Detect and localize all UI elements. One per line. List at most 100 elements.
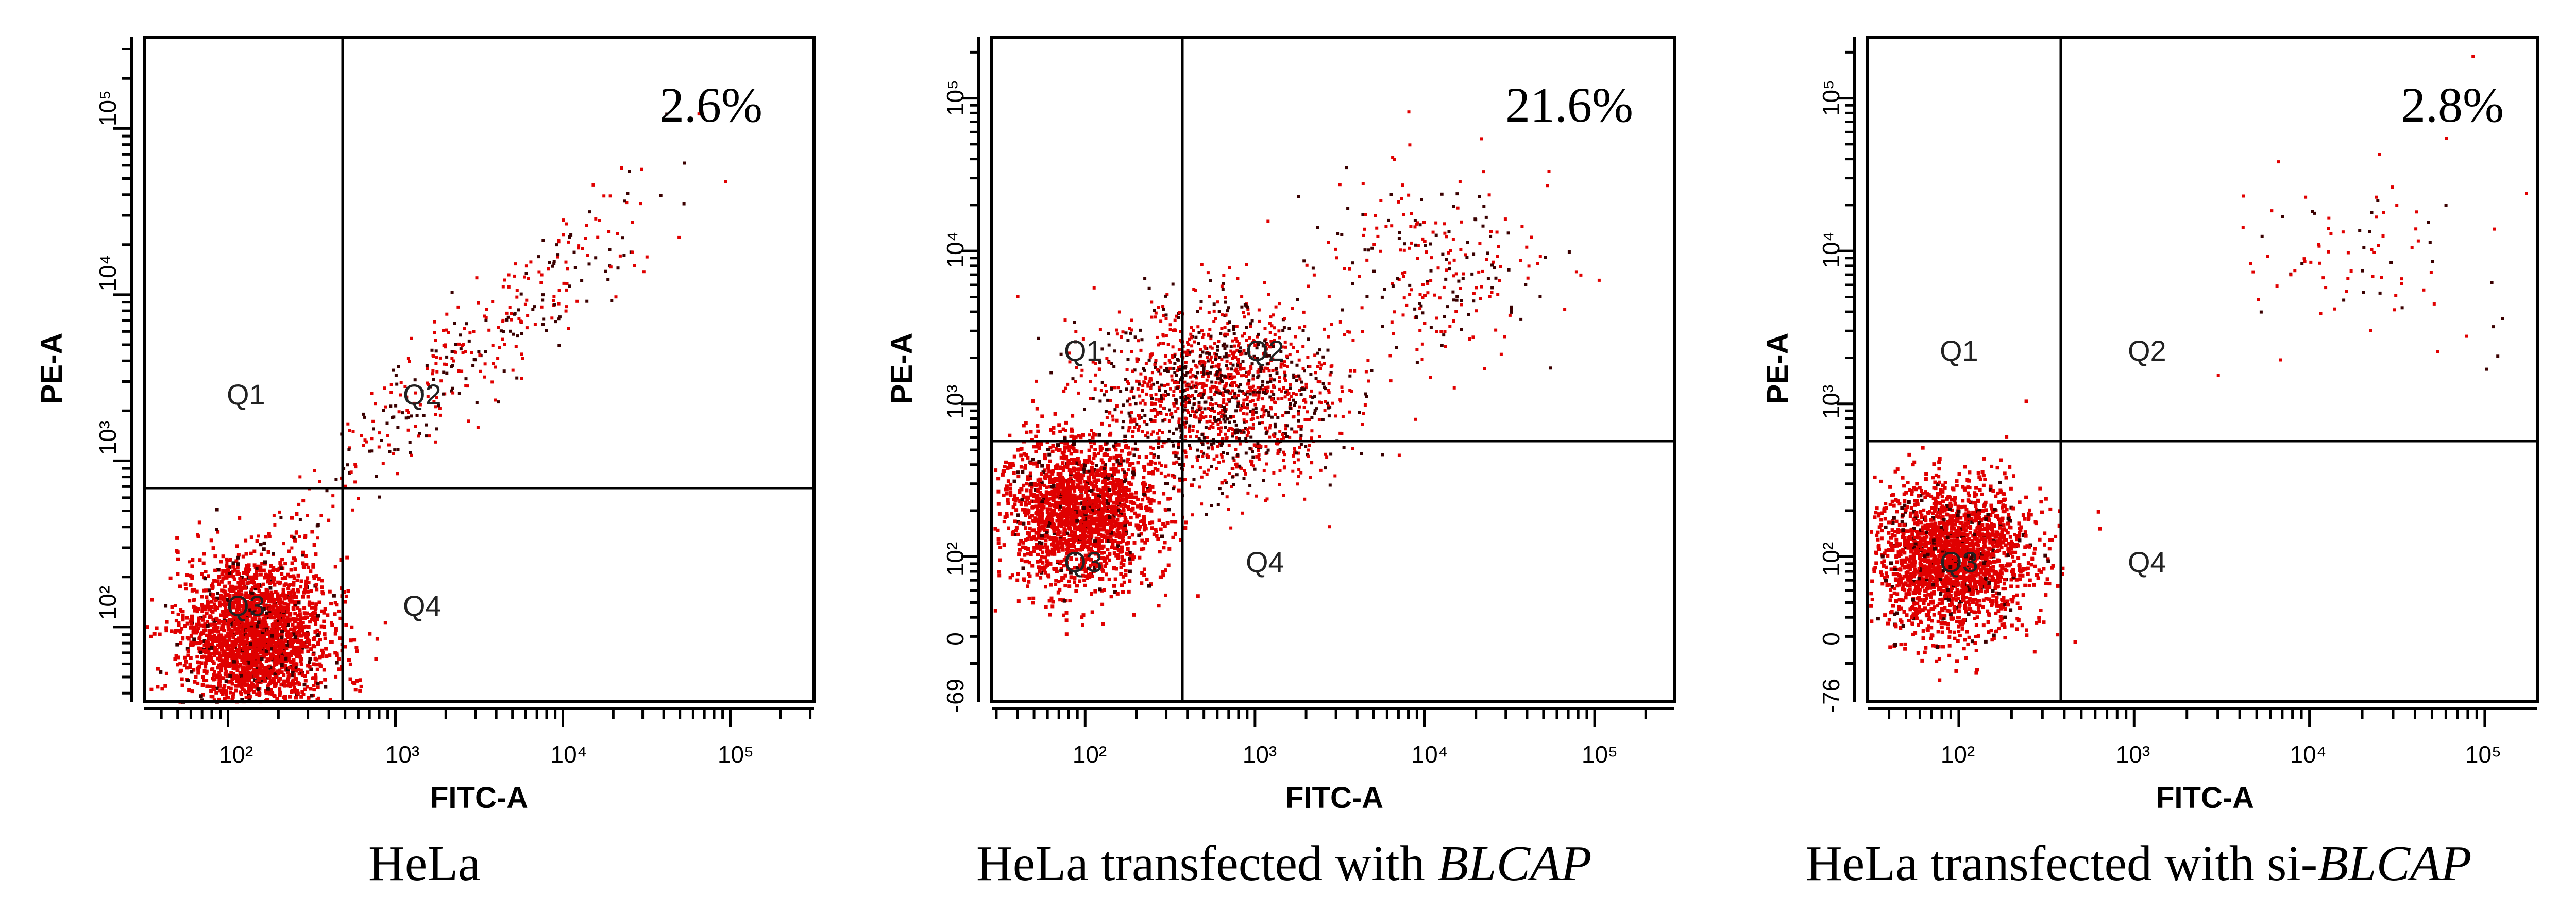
event-dot	[263, 576, 267, 580]
event-dot	[334, 627, 338, 630]
event-dot	[207, 629, 211, 633]
event-dot	[596, 235, 600, 239]
event-dot	[1077, 476, 1081, 480]
event-dot	[1119, 572, 1123, 576]
event-dot	[1076, 513, 1080, 517]
event-dot	[1037, 536, 1041, 540]
event-dot	[239, 635, 243, 639]
event-dot	[1002, 543, 1006, 547]
event-dot	[258, 691, 262, 696]
event-dot	[1154, 397, 1158, 401]
event-dot	[1100, 347, 1104, 351]
event-dot	[240, 629, 244, 633]
event-dot	[1032, 482, 1037, 485]
event-dot	[1103, 556, 1107, 561]
event-dot	[1047, 599, 1052, 603]
event-dot	[501, 318, 505, 322]
event-dot	[1025, 482, 1029, 486]
event-dot	[1157, 604, 1161, 608]
event-dot	[248, 596, 252, 600]
panel-1-x-axis-title: FITC-A	[430, 781, 528, 815]
event-dot	[1083, 560, 1087, 564]
event-dot	[1016, 470, 1020, 475]
event-dot	[319, 514, 323, 517]
event-dot	[280, 635, 284, 639]
event-dot	[1044, 605, 1048, 609]
event-dot	[193, 626, 197, 630]
event-dot	[404, 416, 408, 420]
event-dot	[294, 602, 298, 606]
event-dot	[403, 385, 407, 388]
event-dot	[1126, 488, 1130, 492]
event-dot	[287, 656, 292, 660]
event-dot	[1227, 429, 1230, 432]
event-dot	[287, 619, 292, 623]
event-dot	[1083, 569, 1088, 573]
event-dot	[355, 679, 359, 683]
event-dot	[513, 312, 517, 315]
event-dot	[212, 670, 216, 673]
event-dot	[1197, 342, 1200, 345]
event-dot	[515, 289, 519, 292]
event-dot	[246, 661, 250, 665]
event-dot	[1063, 584, 1067, 588]
event-dot	[389, 391, 393, 394]
event-dot	[1066, 482, 1070, 486]
event-dot	[301, 633, 306, 637]
event-dot	[1239, 407, 1243, 410]
event-dot	[1119, 523, 1123, 528]
event-dot	[256, 674, 260, 678]
event-dot	[1172, 404, 1176, 408]
panel-1-frame	[143, 36, 816, 703]
event-dot	[259, 650, 263, 654]
event-dot	[283, 652, 287, 656]
event-dot	[282, 696, 286, 699]
event-dot	[305, 645, 309, 649]
event-dot	[1091, 517, 1095, 521]
event-dot	[343, 645, 347, 649]
event-dot	[1062, 527, 1066, 531]
event-dot	[604, 269, 607, 273]
event-dot	[310, 605, 314, 610]
event-dot	[249, 587, 253, 592]
event-dot	[1124, 569, 1128, 573]
event-dot	[529, 260, 533, 264]
event-dot	[1036, 546, 1040, 550]
panel-1-q4-label: Q4	[403, 589, 442, 622]
event-dot	[1150, 526, 1154, 530]
panel-1-ticks	[113, 48, 812, 727]
event-dot	[1032, 462, 1036, 466]
event-dot	[472, 358, 476, 361]
event-dot	[164, 626, 168, 630]
event-dot	[266, 652, 270, 655]
panel-1-x-tick-0: 10²	[219, 741, 253, 768]
event-dot	[553, 303, 556, 307]
event-dot	[229, 671, 233, 675]
event-dot	[204, 607, 208, 611]
event-dot	[1043, 456, 1047, 460]
event-dot	[210, 643, 214, 647]
event-dot	[461, 351, 465, 354]
event-dot	[580, 279, 584, 282]
event-dot	[216, 592, 219, 595]
event-dot	[211, 667, 215, 671]
event-dot	[1042, 520, 1046, 524]
event-dot	[295, 633, 299, 637]
event-dot	[194, 641, 198, 646]
event-dot	[1087, 528, 1091, 532]
event-dot	[1094, 536, 1098, 541]
event-dot	[292, 658, 296, 662]
event-dot	[312, 575, 315, 578]
event-dot	[1101, 528, 1106, 532]
event-dot	[1112, 467, 1116, 470]
event-dot	[1075, 461, 1079, 465]
event-dot	[1173, 532, 1177, 536]
event-dot	[1081, 525, 1085, 529]
event-dot	[292, 617, 296, 621]
event-dot	[292, 535, 296, 539]
event-dot	[310, 694, 314, 698]
event-dot	[471, 364, 475, 367]
event-dot	[333, 601, 337, 605]
event-dot	[1040, 541, 1044, 545]
event-dot	[292, 583, 296, 587]
